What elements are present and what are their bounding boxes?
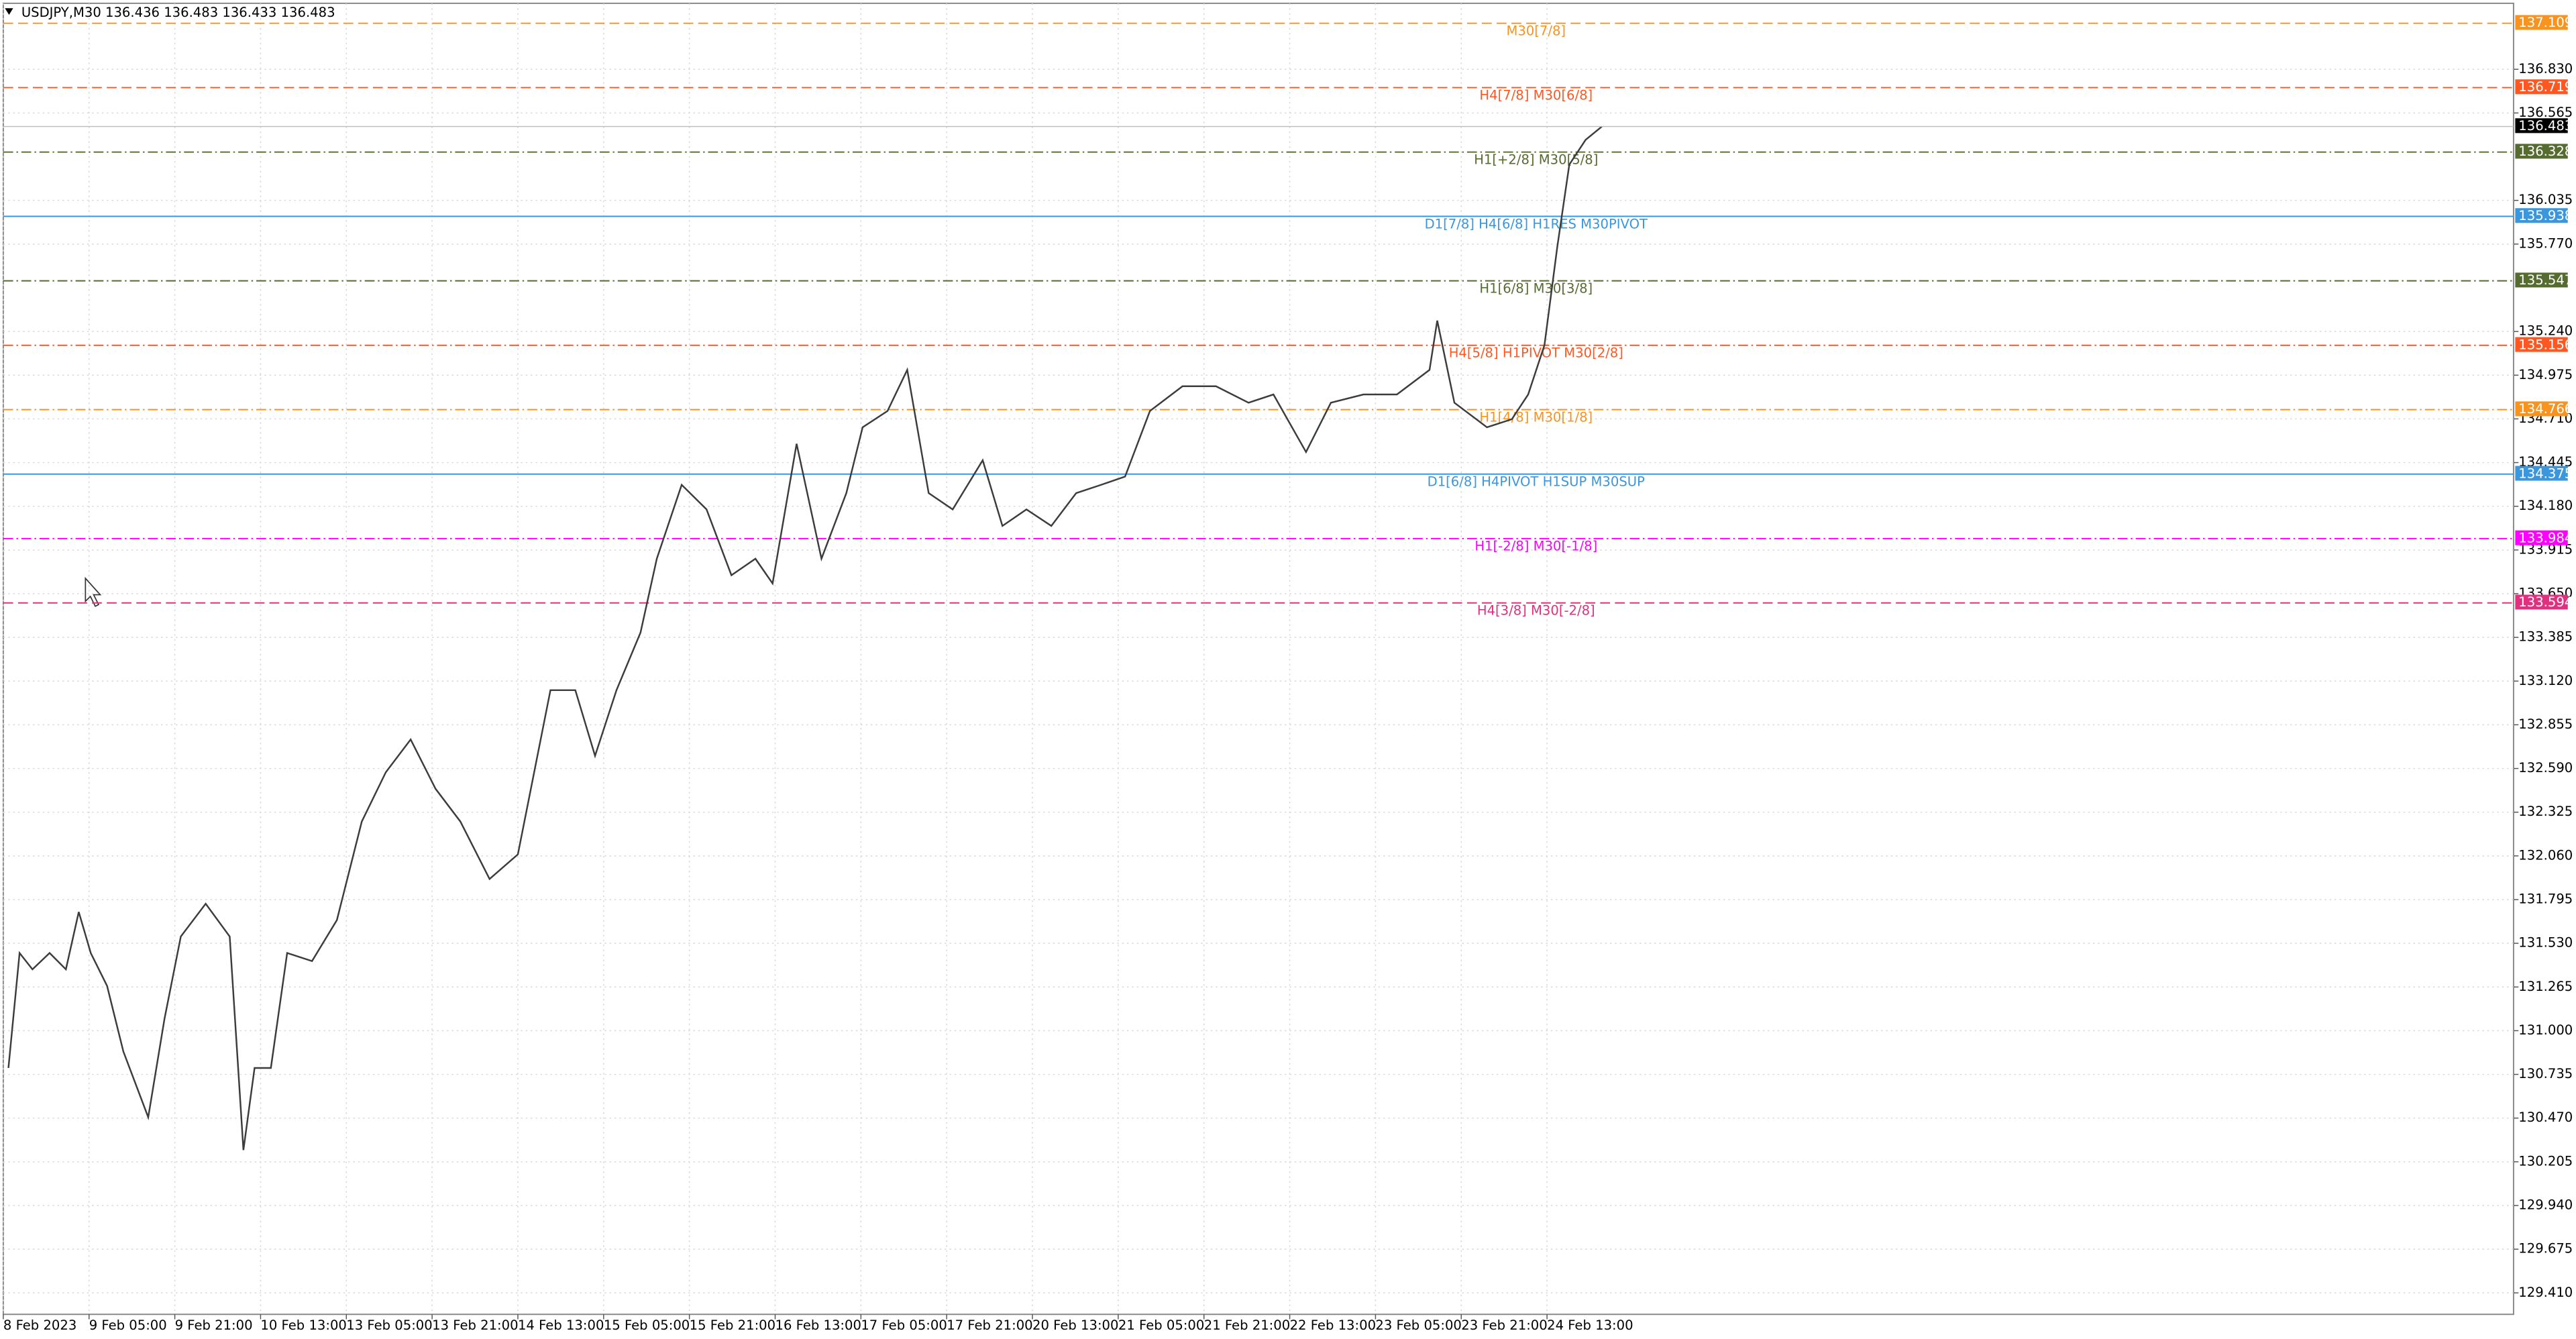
x-tick-label: 13 Feb 21:00 xyxy=(432,1318,518,1333)
y-tick-label: 135.240 xyxy=(2518,323,2573,339)
price-tag xyxy=(2515,594,2568,610)
x-tick-label: 23 Feb 05:00 xyxy=(1375,1318,1461,1333)
y-tick-label: 134.445 xyxy=(2518,454,2573,470)
price-tag-label: 136.328 xyxy=(2518,144,2573,159)
level-label: H1[6/8] M30[3/8] xyxy=(1479,280,1593,296)
x-tick-label: 15 Feb 05:00 xyxy=(604,1318,690,1333)
y-tick-label: 130.735 xyxy=(2518,1066,2573,1081)
chart-title: USDJPY,M30 136.436 136.483 136.433 136.4… xyxy=(21,5,335,20)
x-tick-label: 17 Feb 21:00 xyxy=(947,1318,1032,1333)
y-tick-label: 132.590 xyxy=(2518,760,2573,775)
x-tick-label: 21 Feb 05:00 xyxy=(1118,1318,1204,1333)
price-tag-label: 135.156 xyxy=(2518,337,2573,352)
y-tick-label: 132.855 xyxy=(2518,716,2573,732)
price-tag xyxy=(2515,144,2568,159)
x-tick-label: 9 Feb 05:00 xyxy=(89,1318,167,1333)
x-tick-label: 22 Feb 13:00 xyxy=(1290,1318,1376,1333)
x-tick-label: 8 Feb 2023 xyxy=(3,1318,76,1333)
price-tag-label: 135.938 xyxy=(2518,208,2573,223)
level-label: H4[7/8] M30[6/8] xyxy=(1479,87,1593,103)
y-tick-label: 136.830 xyxy=(2518,61,2573,76)
price-tag-label: 135.547 xyxy=(2518,272,2573,288)
menu-arrow[interactable] xyxy=(5,8,13,15)
x-tick-label: 15 Feb 21:00 xyxy=(690,1318,775,1333)
price-tag-label: 137.109 xyxy=(2518,15,2573,30)
y-tick-label: 129.410 xyxy=(2518,1285,2573,1300)
x-tick-label: 9 Feb 21:00 xyxy=(175,1318,253,1333)
price-line xyxy=(7,125,1603,1150)
y-tick-label: 132.325 xyxy=(2518,804,2573,819)
x-tick-label: 21 Feb 21:00 xyxy=(1204,1318,1290,1333)
level-label: H1[-2/8] M30[-1/8] xyxy=(1474,539,1597,554)
y-tick-label: 136.565 xyxy=(2518,105,2573,120)
y-tick-label: 133.385 xyxy=(2518,629,2573,645)
price-tag-label: 133.594 xyxy=(2518,594,2573,610)
level-label: H1[4/8] M30[1/8] xyxy=(1479,409,1593,425)
price-tag xyxy=(2515,15,2568,30)
x-tick-label: 16 Feb 13:00 xyxy=(775,1318,861,1333)
y-tick-label: 132.060 xyxy=(2518,847,2573,863)
price-tag-label: 133.984 xyxy=(2518,530,2573,545)
y-tick-label: 134.180 xyxy=(2518,498,2573,513)
x-tick-label: 20 Feb 13:00 xyxy=(1032,1318,1118,1333)
price-tag-label: 136.483 xyxy=(2518,118,2573,133)
x-tick-label: 14 Feb 13:00 xyxy=(518,1318,604,1333)
x-tick-label: 10 Feb 13:00 xyxy=(260,1318,346,1333)
price-tag-label: 134.375 xyxy=(2518,466,2573,481)
level-label: H4[3/8] M30[-2/8] xyxy=(1477,602,1595,618)
y-tick-label: 134.975 xyxy=(2518,367,2573,382)
y-tick-label: 130.205 xyxy=(2518,1153,2573,1169)
price-tag xyxy=(2515,118,2568,133)
y-tick-label: 131.000 xyxy=(2518,1022,2573,1038)
level-label: M30[7/8] xyxy=(1506,23,1566,38)
y-tick-label: 131.530 xyxy=(2518,935,2573,951)
x-tick-label: 23 Feb 21:00 xyxy=(1461,1318,1547,1333)
y-tick-label: 129.675 xyxy=(2518,1241,2573,1256)
x-tick-label: 24 Feb 13:00 xyxy=(1547,1318,1633,1333)
price-tag xyxy=(2515,466,2568,481)
y-tick-label: 130.470 xyxy=(2518,1110,2573,1125)
price-tag xyxy=(2515,79,2568,95)
price-tag-label: 134.766 xyxy=(2518,401,2573,417)
price-tag xyxy=(2515,530,2568,545)
x-tick-label: 13 Feb 05:00 xyxy=(346,1318,432,1333)
y-tick-label: 135.770 xyxy=(2518,235,2573,251)
y-tick-label: 136.035 xyxy=(2518,192,2573,207)
price-tag xyxy=(2515,208,2568,223)
price-tag xyxy=(2515,272,2568,288)
x-tick-label: 17 Feb 05:00 xyxy=(861,1318,947,1333)
y-tick-label: 131.265 xyxy=(2518,979,2573,994)
price-tag-label: 136.719 xyxy=(2518,79,2573,95)
price-tag xyxy=(2515,337,2568,352)
level-label: H1[+2/8] M30[5/8] xyxy=(1474,152,1598,167)
price-tag xyxy=(2515,401,2568,417)
y-tick-label: 133.120 xyxy=(2518,673,2573,688)
level-label: D1[7/8] H4[6/8] H1RES M30PIVOT xyxy=(1425,216,1648,231)
y-tick-label: 131.795 xyxy=(2518,891,2573,906)
y-tick-label: 129.940 xyxy=(2518,1197,2573,1212)
y-tick-label: 133.915 xyxy=(2518,541,2573,557)
level-label: D1[6/8] H4PIVOT H1SUP M30SUP xyxy=(1428,474,1645,490)
level-label: H4[5/8] H1PIVOT M30[2/8] xyxy=(1449,345,1623,361)
